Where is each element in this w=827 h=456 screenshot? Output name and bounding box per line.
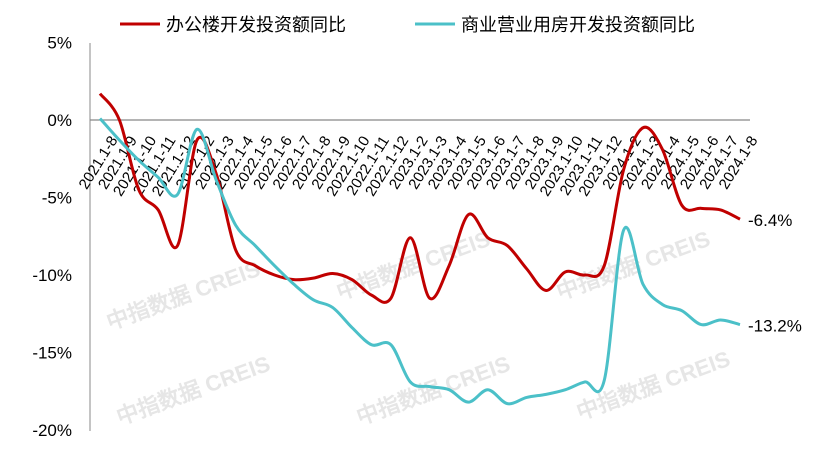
legend: 办公楼开发投资额同比 商业营业用房开发投资额同比: [120, 15, 695, 35]
series-end-label: -6.4%: [748, 211, 792, 230]
y-tick-label: -15%: [32, 344, 72, 363]
watermark-text: 中指数据 CREIS: [113, 351, 273, 430]
watermark-text: 中指数据 CREIS: [553, 226, 713, 305]
x-tick-labels: 2021.1-82021.1-92021.1-102021.1-112021.1…: [76, 133, 762, 199]
watermark-text: 中指数据 CREIS: [333, 226, 493, 305]
y-tick-label: -20%: [32, 421, 72, 440]
legend-label-commercial: 商业营业用房开发投资额同比: [461, 15, 695, 35]
series-end-label: -13.2%: [748, 317, 802, 336]
y-tick-label: -5%: [42, 189, 72, 208]
y-tick-label: 5%: [47, 34, 72, 53]
watermark-text: 中指数据 CREIS: [573, 346, 733, 425]
y-tick-label: -10%: [32, 266, 72, 285]
commercial-series-line: [98, 117, 741, 406]
watermark-text: 中指数据 CREIS: [103, 256, 263, 335]
legend-label-office: 办公楼开发投资额同比: [166, 15, 346, 35]
end-labels: -6.4% -13.2%: [748, 211, 802, 335]
y-tick-label: 0%: [47, 111, 72, 130]
office-series-line: [98, 92, 741, 304]
series-lines: [98, 92, 741, 406]
y-tick-labels: 5% 0% -5% -10% -15% -20%: [32, 34, 72, 441]
